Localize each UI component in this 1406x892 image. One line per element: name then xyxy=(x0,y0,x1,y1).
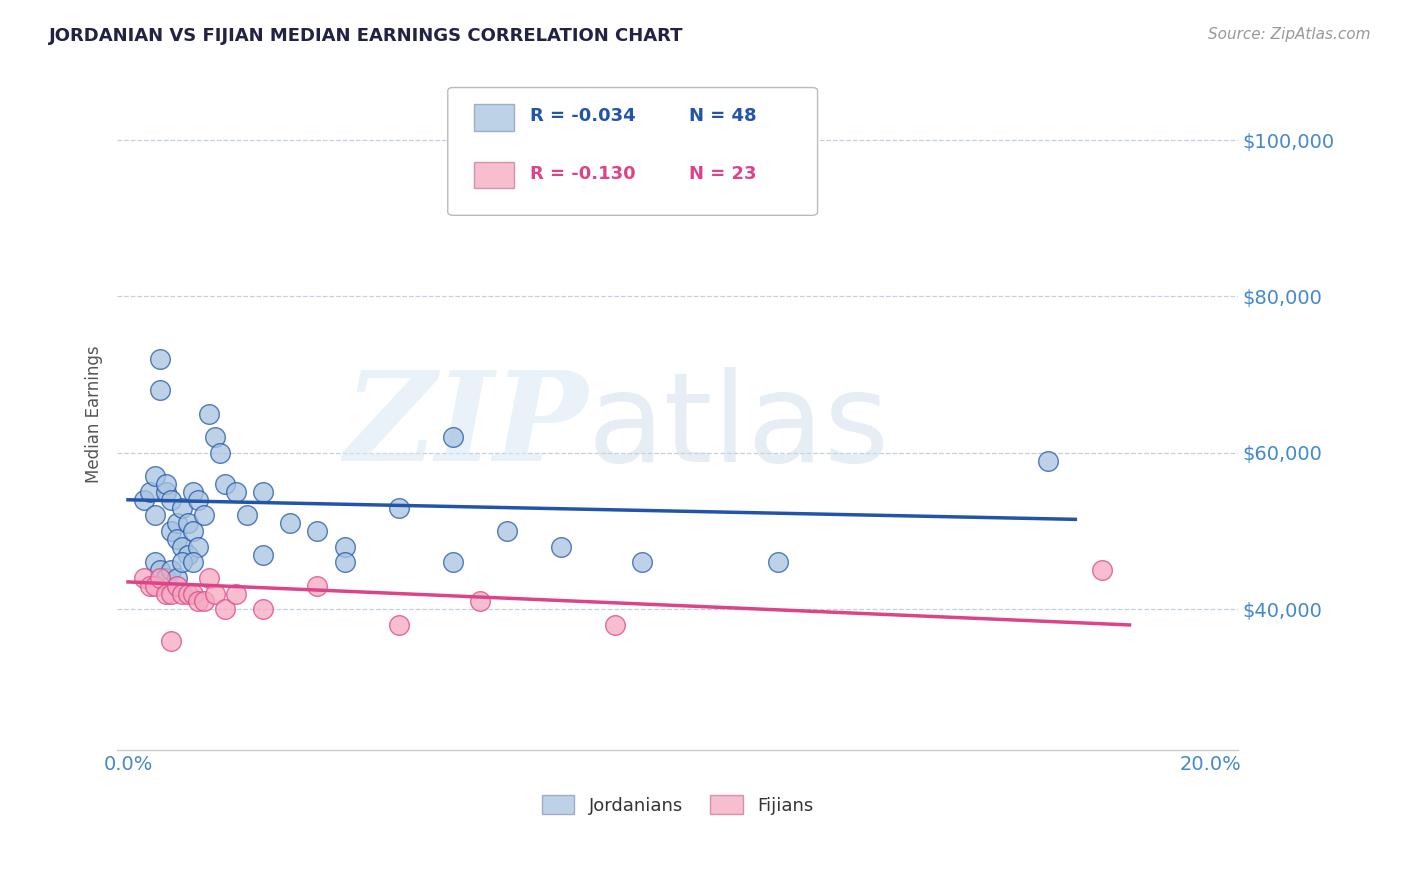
Point xyxy=(193,594,215,608)
Point xyxy=(149,571,172,585)
Point xyxy=(252,485,274,500)
Point xyxy=(155,587,177,601)
Point xyxy=(143,579,166,593)
Text: Source: ZipAtlas.com: Source: ZipAtlas.com xyxy=(1208,27,1371,42)
Legend: Jordanians, Fijians: Jordanians, Fijians xyxy=(534,788,821,822)
Point xyxy=(172,555,194,569)
Point xyxy=(155,485,177,500)
Point xyxy=(252,602,274,616)
Point xyxy=(225,587,247,601)
FancyBboxPatch shape xyxy=(474,161,513,188)
Point xyxy=(605,618,627,632)
Point xyxy=(160,524,183,538)
Point xyxy=(160,587,183,601)
Point xyxy=(252,548,274,562)
Point xyxy=(160,633,183,648)
Point xyxy=(209,446,232,460)
Point xyxy=(181,587,204,601)
Point xyxy=(307,524,329,538)
Point xyxy=(181,524,204,538)
Point xyxy=(187,492,209,507)
Point xyxy=(172,540,194,554)
Point xyxy=(160,563,183,577)
Point xyxy=(550,540,572,554)
Point xyxy=(181,555,204,569)
Point xyxy=(766,555,789,569)
Point xyxy=(198,571,221,585)
Text: N = 23: N = 23 xyxy=(689,165,756,183)
Point xyxy=(143,508,166,523)
Point xyxy=(149,384,172,398)
Point xyxy=(333,555,356,569)
Point xyxy=(181,485,204,500)
Point xyxy=(214,477,236,491)
Point xyxy=(134,492,156,507)
Point xyxy=(176,587,198,601)
Point xyxy=(631,555,654,569)
Point xyxy=(1038,453,1060,467)
Point xyxy=(166,571,188,585)
FancyBboxPatch shape xyxy=(447,87,817,215)
Y-axis label: Median Earnings: Median Earnings xyxy=(86,345,103,483)
Point xyxy=(166,516,188,531)
Point xyxy=(166,579,188,593)
Point xyxy=(388,618,411,632)
Point xyxy=(441,430,464,444)
Point xyxy=(333,540,356,554)
FancyBboxPatch shape xyxy=(474,104,513,131)
Point xyxy=(155,477,177,491)
Point xyxy=(155,571,177,585)
Text: atlas: atlas xyxy=(588,367,890,488)
Point xyxy=(468,594,491,608)
Point xyxy=(176,516,198,531)
Point xyxy=(198,407,221,421)
Text: R = -0.034: R = -0.034 xyxy=(530,107,636,126)
Point xyxy=(307,579,329,593)
Point xyxy=(172,500,194,515)
Point xyxy=(187,594,209,608)
Text: N = 48: N = 48 xyxy=(689,107,756,126)
Point xyxy=(187,540,209,554)
Point xyxy=(204,430,226,444)
Point xyxy=(149,351,172,366)
Point xyxy=(225,485,247,500)
Point xyxy=(1091,563,1114,577)
Point xyxy=(193,508,215,523)
Point xyxy=(236,508,259,523)
Point xyxy=(176,548,198,562)
Point xyxy=(134,571,156,585)
Point xyxy=(172,587,194,601)
Point xyxy=(441,555,464,569)
Point xyxy=(496,524,519,538)
Point xyxy=(138,485,160,500)
Point xyxy=(166,532,188,546)
Point xyxy=(143,555,166,569)
Point xyxy=(280,516,302,531)
Point xyxy=(149,563,172,577)
Point xyxy=(214,602,236,616)
Point xyxy=(160,492,183,507)
Text: JORDANIAN VS FIJIAN MEDIAN EARNINGS CORRELATION CHART: JORDANIAN VS FIJIAN MEDIAN EARNINGS CORR… xyxy=(49,27,683,45)
Point xyxy=(138,579,160,593)
Text: R = -0.130: R = -0.130 xyxy=(530,165,636,183)
Point xyxy=(388,500,411,515)
Point xyxy=(204,587,226,601)
Text: ZIP: ZIP xyxy=(344,367,588,488)
Point xyxy=(143,469,166,483)
